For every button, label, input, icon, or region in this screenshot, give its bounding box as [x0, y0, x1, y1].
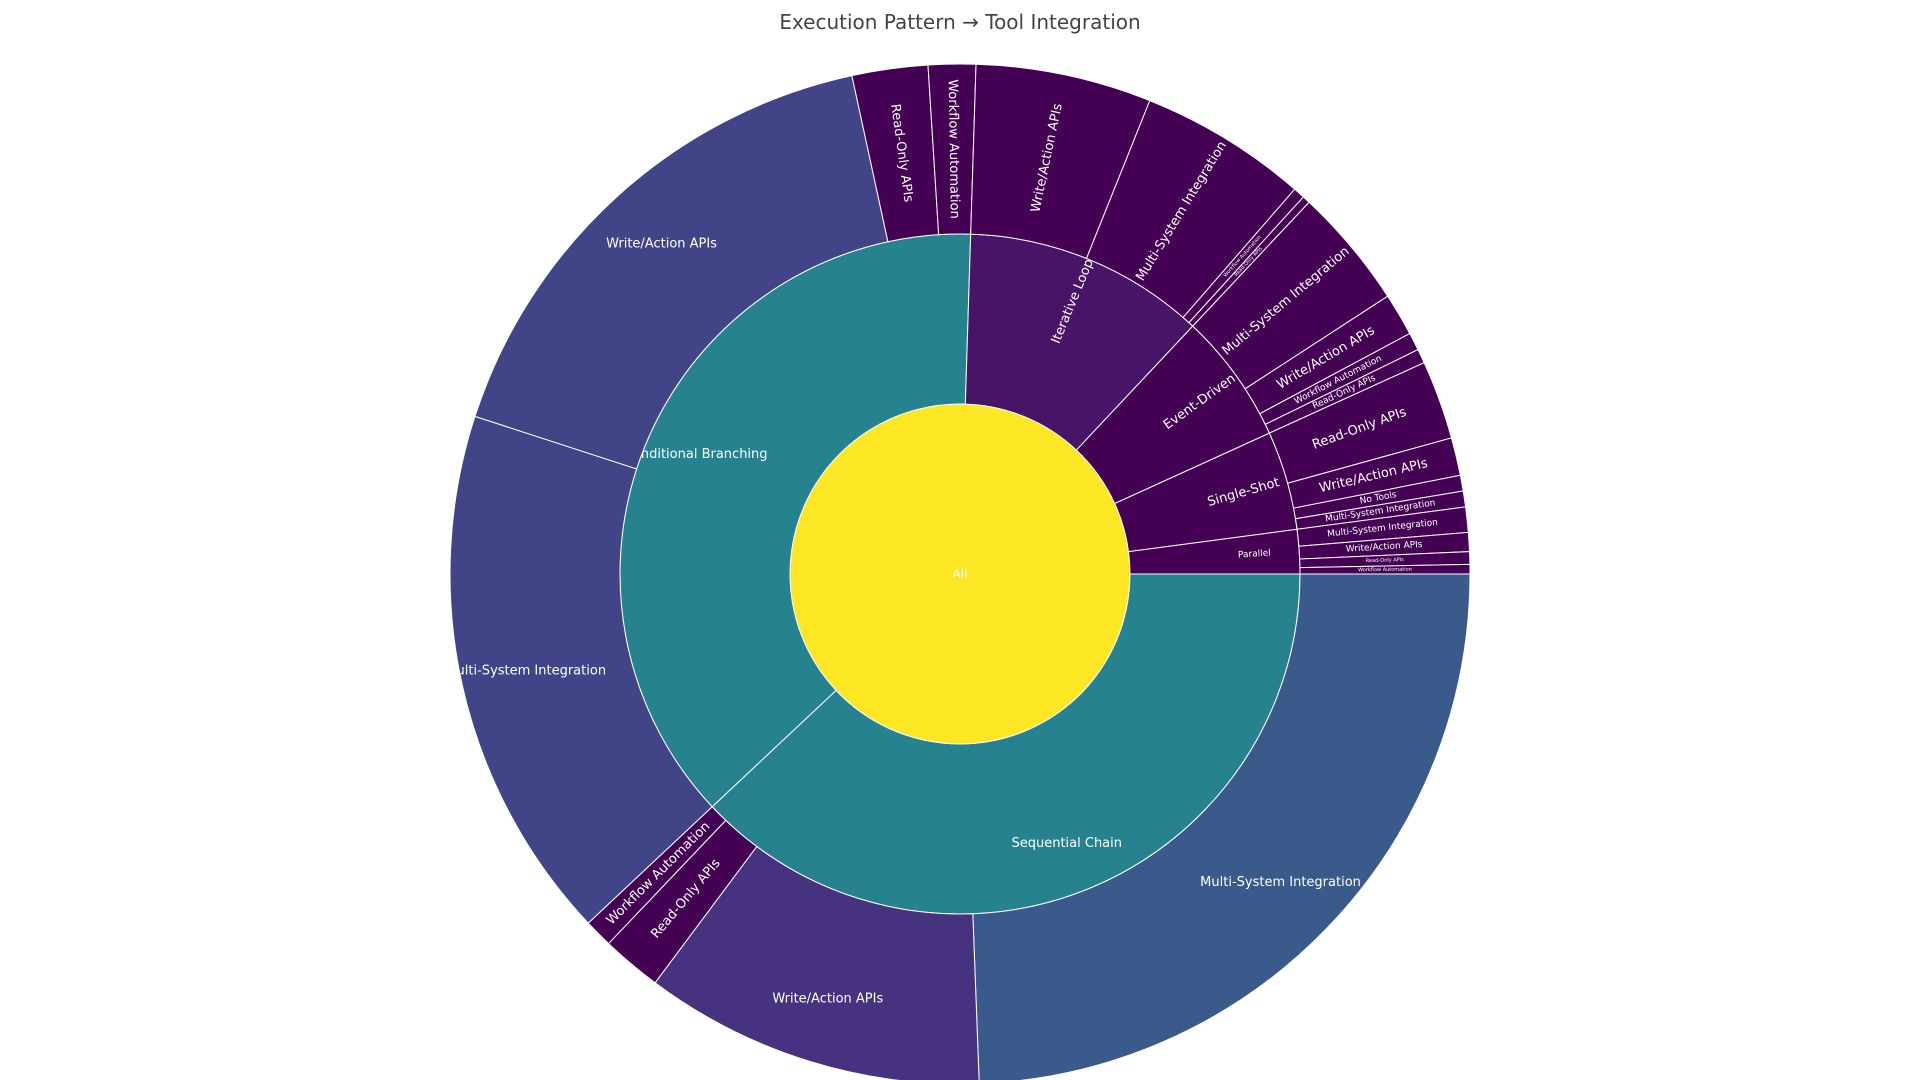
segment-parallel-workflow-automation[interactable]	[1299, 563, 1471, 575]
segment-sequential-chain-multi-system-integration[interactable]	[972, 573, 1471, 1080]
label-sequential-chain: Sequential Chain	[1011, 836, 1122, 851]
label-parallel-workflow-automation: Workflow Automation	[1358, 567, 1412, 574]
label-parallel: Parallel	[1238, 548, 1271, 560]
chart-title: Execution Pattern → Tool Integration	[779, 10, 1141, 34]
segment-conditional-branching-write-action-apis[interactable]	[474, 74, 889, 470]
label-sequential-chain-write-action-apis: Write/Action APIs	[772, 991, 883, 1006]
label-parallel-read-only-apis: Read-Only APIs	[1366, 557, 1405, 564]
label-conditional-branching: Conditional Branching	[624, 447, 768, 462]
label-sequential-chain-multi-system-integration: Multi-System Integration	[1200, 875, 1361, 890]
label-conditional-branching-write-action-apis: Write/Action APIs	[606, 236, 717, 251]
label-parallel-write-action-apis: Write/Action APIs	[1346, 540, 1424, 555]
label-conditional-branching-multi-system-integration: Multi-System Integration	[445, 664, 606, 679]
sunburst-root-label: All	[953, 567, 968, 581]
segment-conditional-branching-multi-system-integration[interactable]	[449, 415, 713, 924]
label-conditional-branching-workflow-automation: Workflow Automation	[945, 79, 962, 219]
